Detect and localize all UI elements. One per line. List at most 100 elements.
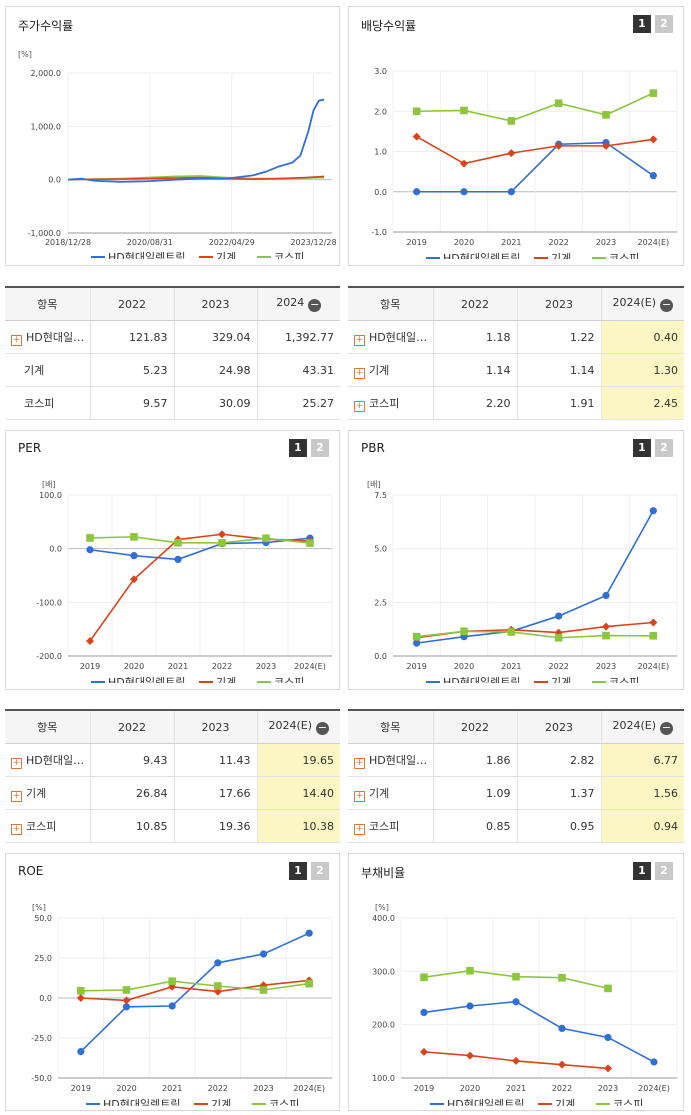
- pbr-row-0-value-2: 6.77: [601, 743, 684, 777]
- debt-xtick-4: 2023: [598, 1084, 618, 1093]
- stock-table-header-0: 항목: [5, 286, 91, 321]
- per-row-1-expand-icon[interactable]: +: [11, 790, 22, 802]
- dividend-row-0-value-1: 1.22: [517, 320, 602, 354]
- per-panel: PER 1 2 [배] 100.0 0.0 -100.0 -200.0 2019 2020 2…: [5, 430, 340, 690]
- stock-xtick-0: 2018/12/28: [45, 238, 91, 247]
- pbr-table-header-label: 2024(E): [612, 719, 657, 732]
- per-ytick-3: -200.0: [36, 652, 62, 661]
- per-row-1-name-cell: + 기계: [5, 776, 91, 810]
- per-collapse-icon[interactable]: −: [316, 721, 330, 735]
- pbr-page-2-button[interactable]: 2: [655, 439, 673, 457]
- pbr-point-2-4: [602, 631, 610, 640]
- per-point-0-0: [86, 546, 94, 554]
- stock-row-0-value-2: 1,392.77: [257, 320, 340, 354]
- pbr-point-1-4: [602, 622, 610, 631]
- dividend-ytick-2: 1.0: [374, 148, 387, 157]
- dividend-page-1-button[interactable]: 1: [633, 15, 651, 33]
- debt-ytick-0: 400.0: [372, 914, 395, 923]
- per-page-1-button[interactable]: 1: [289, 439, 307, 457]
- debt-point-0-4: [604, 1033, 612, 1042]
- pbr-series-line-2: [416, 630, 654, 639]
- stock-row-1-value-1: 24.98: [174, 353, 258, 387]
- roe-point-0-2: [168, 1002, 176, 1010]
- per-row-0-expand-icon[interactable]: +: [11, 757, 22, 769]
- roe-legend-label-2: 코스피: [269, 1098, 299, 1106]
- debt-point-2-4: [604, 984, 612, 993]
- pbr-point-2-1: [460, 627, 468, 636]
- per-table-header-1: 2022: [90, 709, 175, 744]
- dividend-xtick-1: 2020: [454, 238, 474, 247]
- dividend-collapse-icon[interactable]: −: [660, 298, 674, 312]
- pbr-ytick-1: 5.0: [374, 545, 387, 554]
- debt-ytick-1: 300.0: [372, 967, 395, 976]
- pbr-ytick-3: 0.0: [374, 652, 387, 661]
- per-point-2-2: [174, 538, 182, 547]
- dividend-ytick-4: -1.0: [371, 228, 387, 237]
- per-row-2-name: 코스피: [26, 819, 57, 833]
- stock-row-1-name-cell: 기계: [5, 353, 91, 387]
- roe-series-line-2: [80, 980, 310, 992]
- table-row: + 코스피 10.85 19.36 10.38: [5, 809, 340, 843]
- per-page-2-button[interactable]: 2: [311, 439, 329, 457]
- per-table-header-label: 2022: [118, 720, 146, 734]
- per-xtick-1: 2020: [124, 662, 144, 671]
- pbr-page-1-button[interactable]: 1: [633, 439, 651, 457]
- per-title: PER: [18, 441, 42, 455]
- per-table-header-label: 2024(E): [268, 719, 313, 732]
- dividend-row-2-expand-icon[interactable]: +: [354, 400, 365, 412]
- dividend-chart: 3.0 2.0 1.0 0.0 -1.0 2019 2020 2021 2022 2023 2024…: [371, 67, 678, 259]
- debt-point-0-1: [466, 1002, 474, 1010]
- debt-page-1-button[interactable]: 1: [633, 862, 651, 880]
- pbr-row-0-expand-icon[interactable]: +: [354, 757, 365, 769]
- pbr-title: PBR: [361, 441, 385, 455]
- pbr-ytick-2: 2.5: [374, 598, 387, 607]
- debt-page-2-button[interactable]: 2: [655, 862, 673, 880]
- per-row-0-name: HD현대일…: [26, 753, 85, 767]
- dividend-point-0-0: [413, 188, 421, 196]
- debt-point-0-2: [512, 998, 520, 1006]
- pbr-row-1-expand-icon[interactable]: +: [354, 790, 365, 802]
- stock-table-header-label: 2023: [201, 297, 230, 311]
- roe-point-2-1: [122, 986, 131, 994]
- pbr-table-header-3: 2024(E) −: [601, 709, 684, 744]
- per-series-line-2: [89, 536, 311, 544]
- table-row: + HD현대일… 121.83 329.04 1,392.77: [5, 320, 340, 354]
- pbr-collapse-icon[interactable]: −: [660, 721, 674, 735]
- stock-return-title: 주가수익률: [18, 19, 74, 33]
- per-row-2-expand-icon[interactable]: +: [11, 823, 22, 835]
- dividend-table-header-label: 2022: [461, 297, 489, 311]
- table-row: + HD현대일… 9.43 11.43 19.65: [5, 743, 340, 777]
- stock-table-header-2: 2023: [174, 286, 258, 321]
- per-point-0-2: [174, 555, 182, 563]
- table-row: + 기계 1.14 1.14 1.30: [348, 353, 684, 387]
- stock-ytick-0: 2,000.0: [30, 69, 61, 78]
- stock-row-0-value-0: 121.83: [90, 320, 175, 354]
- table-row: + 기계 26.84 17.66 14.40: [5, 776, 340, 810]
- pbr-ytick-0: 7.5: [374, 491, 387, 500]
- roe-page-1-button[interactable]: 1: [289, 862, 307, 880]
- stock-row-0-expand-icon[interactable]: +: [11, 334, 22, 346]
- roe-unit-label: [%]: [32, 903, 46, 912]
- pbr-row-2-expand-icon[interactable]: +: [354, 823, 365, 835]
- per-point-2-4: [262, 534, 270, 543]
- stock-row-2-name-cell: 코스피: [5, 386, 91, 420]
- per-row-2-value-2: 10.38: [257, 809, 340, 843]
- debt-point-1-4: [604, 1064, 612, 1073]
- dividend-row-0-expand-icon[interactable]: +: [354, 334, 365, 346]
- dividend-row-1-expand-icon[interactable]: +: [354, 367, 365, 379]
- dividend-table-header-0: 항목: [348, 286, 434, 321]
- roe-ytick-2: 0.0: [39, 994, 52, 1003]
- stock-table-header-label: 2024: [276, 296, 305, 309]
- dividend-page-2-button[interactable]: 2: [655, 15, 673, 33]
- roe-ytick-3: -25.0: [31, 1034, 52, 1043]
- stock-collapse-icon[interactable]: −: [308, 298, 322, 312]
- pbr-row-1-value-2: 1.56: [601, 776, 684, 810]
- pbr-xtick-1: 2020: [454, 662, 474, 671]
- roe-page-2-button[interactable]: 2: [311, 862, 329, 880]
- pbr-table-header-2: 2023: [517, 709, 602, 744]
- stock-series-line-1: [67, 175, 325, 181]
- roe-point-2-2: [168, 977, 176, 985]
- dividend-point-1-5: [649, 135, 658, 144]
- roe-chart: [%] 50.0 25.0 0.0 -25.0 -50.0 2019 2020 2021 2022…: [31, 903, 333, 1106]
- debt-point-0-5: [650, 1058, 658, 1066]
